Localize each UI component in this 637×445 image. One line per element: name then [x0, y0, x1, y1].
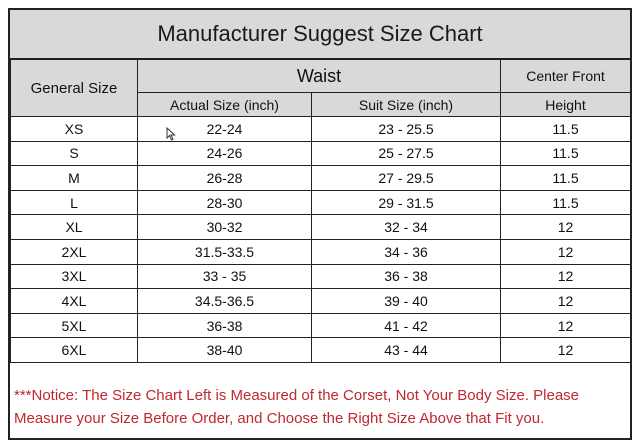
table-row: 2XL 31.5-33.5 34 - 36 12 — [10, 238, 631, 265]
cell-actual-size: 22-24 — [137, 116, 312, 142]
cell-actual-size: 34.5-36.5 — [137, 288, 312, 314]
cell-suit-size: 41 - 42 — [311, 312, 501, 339]
table-row: 4XL 34.5-36.5 39 - 40 12 — [10, 288, 631, 314]
cell-actual-size: 33 - 35 — [137, 263, 312, 290]
cell-height: 12 — [500, 337, 631, 363]
cell-height: 12 — [500, 288, 631, 314]
table-row: L 28-30 29 - 31.5 11.5 — [10, 189, 631, 216]
size-chart: Manufacturer Suggest Size Chart General … — [8, 8, 632, 440]
cell-actual-size: 31.5-33.5 — [137, 238, 312, 265]
cell-general-size: XS — [10, 116, 138, 142]
cell-general-size: M — [10, 165, 138, 191]
table-row: 6XL 38-40 43 - 44 12 — [10, 337, 631, 363]
cell-general-size: 3XL — [10, 263, 138, 290]
cell-general-size: S — [10, 140, 138, 167]
cell-height: 12 — [500, 238, 631, 265]
cell-suit-size: 27 - 29.5 — [311, 165, 501, 191]
cell-suit-size: 43 - 44 — [311, 337, 501, 363]
cell-general-size: L — [10, 189, 138, 216]
header-actual-size: Actual Size (inch) — [137, 92, 312, 117]
header-waist: Waist — [137, 59, 501, 93]
cell-actual-size: 24-26 — [137, 140, 312, 167]
cell-suit-size: 39 - 40 — [311, 288, 501, 314]
cell-actual-size: 38-40 — [137, 337, 312, 363]
table-row: XS 22-24 23 - 25.5 11.5 — [10, 116, 631, 142]
cell-actual-size: 36-38 — [137, 312, 312, 339]
cell-suit-size: 23 - 25.5 — [311, 116, 501, 142]
cell-actual-size: 26-28 — [137, 165, 312, 191]
cell-suit-size: 32 - 34 — [311, 214, 501, 240]
size-table: General Size Waist Center Front Actual S… — [10, 59, 631, 363]
mouse-pointer-icon — [166, 127, 176, 141]
cell-suit-size: 36 - 38 — [311, 263, 501, 290]
cell-height: 12 — [500, 312, 631, 339]
cell-height: 12 — [500, 214, 631, 240]
cell-suit-size: 34 - 36 — [311, 238, 501, 265]
cell-height: 11.5 — [500, 140, 631, 167]
cell-general-size: 5XL — [10, 312, 138, 339]
notice-text: ***Notice: The Size Chart Left is Measur… — [10, 380, 630, 438]
table-row: S 24-26 25 - 27.5 11.5 — [10, 140, 631, 167]
cell-general-size: 4XL — [10, 288, 138, 314]
header-general-size: General Size — [10, 59, 138, 117]
table-row: M 26-28 27 - 29.5 11.5 — [10, 165, 631, 191]
header-suit-size: Suit Size (inch) — [311, 92, 501, 117]
cell-height: 11.5 — [500, 189, 631, 216]
cell-suit-size: 25 - 27.5 — [311, 140, 501, 167]
cell-actual-size: 28-30 — [137, 189, 312, 216]
table-row: 3XL 33 - 35 36 - 38 12 — [10, 263, 631, 290]
cell-height: 11.5 — [500, 165, 631, 191]
table-row: 5XL 36-38 41 - 42 12 — [10, 312, 631, 339]
cell-suit-size: 29 - 31.5 — [311, 189, 501, 216]
cell-general-size: XL — [10, 214, 138, 240]
cell-height: 12 — [500, 263, 631, 290]
cell-general-size: 6XL — [10, 337, 138, 363]
cell-actual-size: 30-32 — [137, 214, 312, 240]
header-height: Height — [500, 92, 631, 117]
header-center-front: Center Front — [500, 59, 631, 93]
cell-general-size: 2XL — [10, 238, 138, 265]
chart-title: Manufacturer Suggest Size Chart — [10, 10, 630, 59]
table-row: XL 30-32 32 - 34 12 — [10, 214, 631, 240]
cell-height: 11.5 — [500, 116, 631, 142]
